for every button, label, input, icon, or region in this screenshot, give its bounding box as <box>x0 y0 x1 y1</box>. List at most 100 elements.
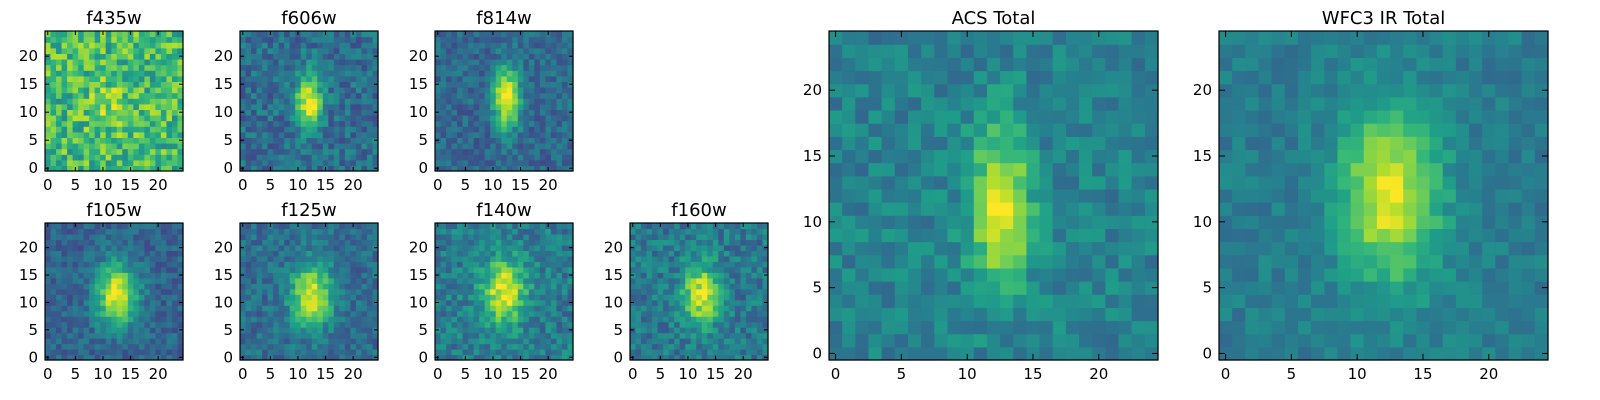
heatmap-cell <box>539 332 546 339</box>
heatmap-cell <box>267 120 274 127</box>
heatmap-cell <box>1131 254 1146 269</box>
heatmap-cell <box>160 31 168 38</box>
heatmap-cell <box>635 239 642 246</box>
heatmap-cell <box>322 283 329 290</box>
heatmap-cell <box>528 64 535 71</box>
heatmap-cell <box>473 261 480 268</box>
heatmap-cell <box>528 115 535 122</box>
heatmap-cell <box>144 277 151 284</box>
heatmap-cell <box>534 305 541 312</box>
heatmap-cell <box>83 233 90 241</box>
heatmap-cell <box>245 75 252 82</box>
heatmap-cell <box>517 283 524 290</box>
heatmap-cell <box>696 283 703 290</box>
heatmap-cell <box>1039 162 1054 177</box>
heatmap-cell <box>262 148 269 155</box>
heatmap-cell <box>435 64 442 71</box>
heatmap-cell <box>545 272 552 279</box>
heatmap-cell <box>523 115 530 122</box>
heatmap-cell <box>512 165 519 172</box>
heatmap-cell <box>262 36 269 43</box>
heatmap-cell <box>116 42 123 49</box>
heatmap-cell <box>311 233 318 241</box>
heatmap-cell <box>138 310 145 317</box>
heatmap-cell <box>78 120 85 127</box>
heatmap-cell <box>278 103 285 110</box>
heatmap-cell <box>550 154 558 161</box>
heatmap-cell <box>300 148 307 155</box>
heatmap-cell <box>311 223 318 230</box>
heatmap-cell <box>745 233 753 241</box>
heatmap-cell <box>986 228 1001 243</box>
heatmap-cell <box>273 36 280 43</box>
heatmap-cell <box>89 255 96 262</box>
heatmap-cell <box>501 272 508 279</box>
heatmap-cell <box>344 299 351 306</box>
heatmap-cell <box>256 47 263 54</box>
heatmap-cell <box>734 299 741 306</box>
heatmap-cell <box>67 148 74 155</box>
heatmap-cell <box>473 36 480 43</box>
heatmap-cell <box>657 283 664 290</box>
heatmap-cell <box>67 75 74 82</box>
x-tick-label: 10 <box>483 365 502 383</box>
heatmap-cell <box>1052 188 1067 203</box>
heatmap-cell <box>457 332 464 339</box>
heatmap-cell <box>50 126 57 133</box>
heatmap-cell <box>657 250 664 257</box>
heatmap-cell <box>479 255 486 262</box>
heatmap-cell <box>256 349 263 356</box>
heatmap-cell <box>646 250 653 257</box>
heatmap-cell <box>1105 254 1120 269</box>
heatmap-cell <box>690 288 697 295</box>
heatmap-cell <box>479 59 486 66</box>
heatmap-cell <box>111 148 118 155</box>
heatmap-cell <box>567 148 574 155</box>
heatmap-cell <box>289 137 296 144</box>
heatmap-cell <box>561 327 569 334</box>
heatmap-cell <box>528 255 535 262</box>
heatmap-cell <box>745 321 753 328</box>
heatmap-cell <box>295 310 302 317</box>
heatmap-cell <box>674 332 681 339</box>
heatmap-cell <box>723 223 730 230</box>
heatmap-cell <box>256 299 263 306</box>
heatmap-cell <box>89 354 96 361</box>
heatmap-cell <box>440 137 447 144</box>
heatmap-cell <box>707 299 714 306</box>
heatmap-cell <box>457 87 464 94</box>
heatmap-cell <box>267 228 274 235</box>
heatmap-cell <box>1052 175 1067 190</box>
heatmap-cell <box>973 149 988 164</box>
heatmap-cell <box>177 92 184 99</box>
heatmap-cell <box>251 115 258 122</box>
heatmap-cell <box>1079 254 1093 269</box>
heatmap-cell <box>473 103 480 110</box>
heatmap-cell <box>490 283 497 290</box>
heatmap-cell <box>127 321 134 328</box>
heatmap-cell <box>550 42 558 49</box>
heatmap-cell <box>122 288 129 295</box>
heatmap-cell <box>366 288 374 295</box>
heatmap-cell <box>45 321 52 328</box>
heatmap-cell <box>72 349 79 356</box>
heatmap-cell <box>245 137 252 144</box>
heatmap-cell <box>127 277 134 284</box>
heatmap-cell <box>745 266 753 273</box>
heatmap-cell <box>729 354 736 361</box>
heatmap-cell <box>50 283 57 290</box>
heatmap-cell <box>267 321 274 328</box>
heatmap-cell <box>473 332 480 339</box>
heatmap-cell <box>635 332 642 339</box>
heatmap-cell <box>100 42 107 49</box>
heatmap-cell <box>155 266 162 273</box>
heatmap-cell <box>517 321 524 328</box>
heatmap-cell <box>144 154 151 161</box>
heatmap-cell <box>94 250 101 257</box>
heatmap-cell <box>512 266 519 273</box>
heatmap-cell <box>328 338 335 345</box>
heatmap-cell <box>78 250 85 257</box>
heatmap-cell <box>133 120 140 127</box>
heatmap-cell <box>350 87 357 94</box>
heatmap-cell <box>973 294 988 308</box>
